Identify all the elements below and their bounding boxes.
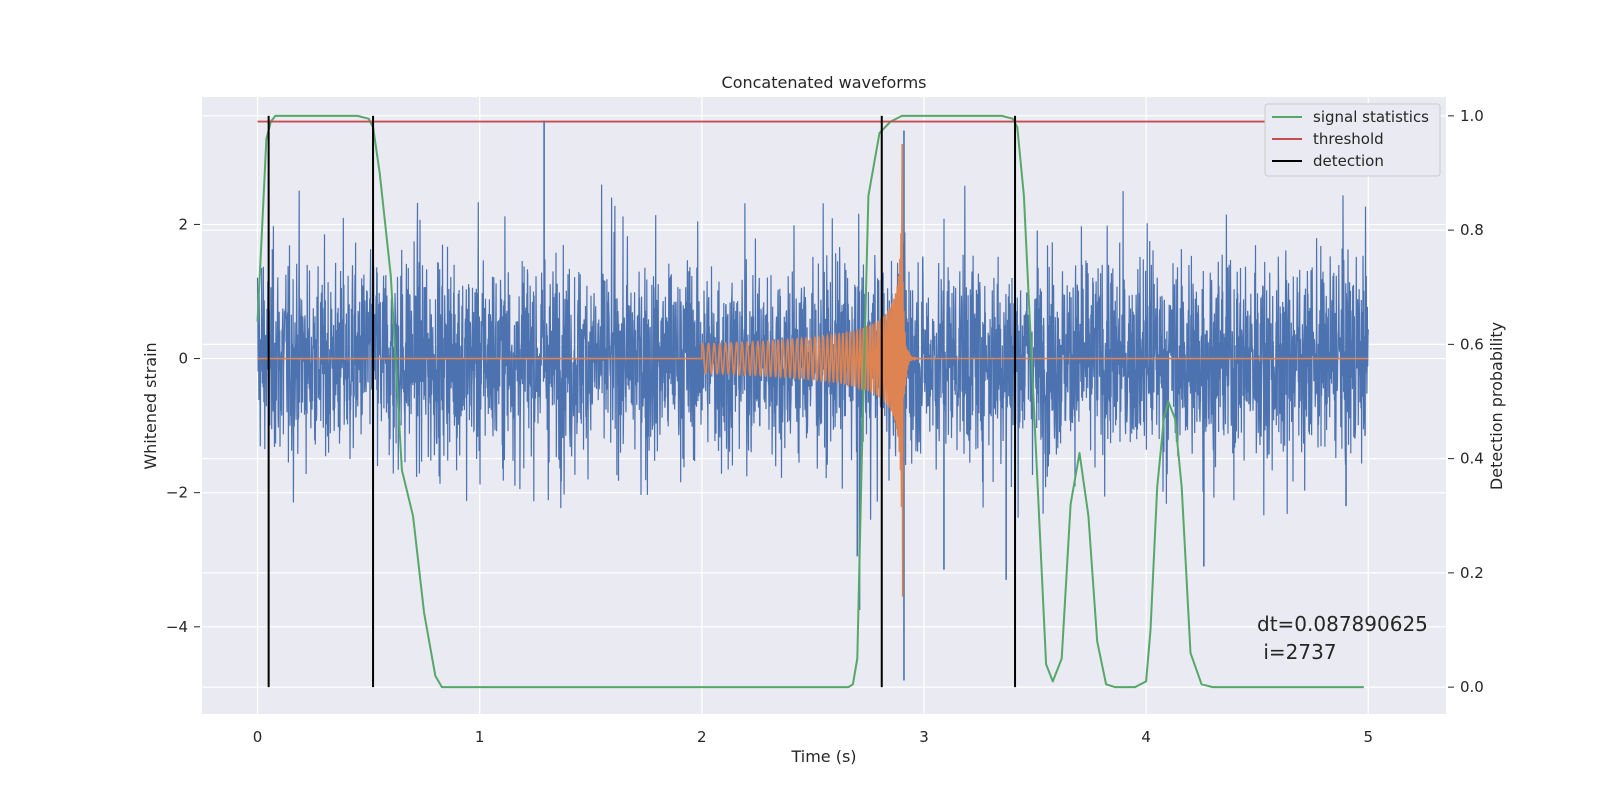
signal-statistics-series [256,114,1364,689]
detection-series [267,115,1017,688]
y-tick-label: 0 [178,350,188,368]
y2-tick-label: 0.2 [1460,564,1484,582]
y2-axis-ticks: 0.0 0.2 0.4 0.6 0.8 1.0 [1448,107,1484,696]
template-line [257,143,1369,597]
x-tick-label: 3 [919,728,929,746]
y-axis-ticks: −4 −2 0 2 [166,215,200,636]
y-tick-label: −2 [166,484,188,502]
y2-tick-label: 0.4 [1460,450,1484,468]
y2-axis-label: Detection probability [1487,322,1506,490]
strain-line [256,184,1369,520]
legend-box [1264,103,1441,177]
legend-signal-label: signal statistics [1313,108,1429,126]
y2-tick-label: 1.0 [1460,107,1484,125]
annotation-dt: dt=0.087890625 [1257,612,1428,636]
x-tick-label: 0 [253,728,263,746]
x-tick-label: 2 [697,728,707,746]
x-axis-ticks: 0 1 2 3 4 5 [253,728,1373,746]
y-tick-label: 2 [178,215,188,233]
signal-statistics-line [256,114,1364,689]
y-tick-label: −4 [166,618,188,636]
y2-tick-label: 0.6 [1460,335,1484,353]
y2-tick-label: 0.0 [1460,678,1484,696]
x-axis-label: Time (s) [790,747,856,766]
legend: signal statistics threshold detection [1264,103,1441,177]
legend-threshold-label: threshold [1313,130,1384,148]
y-axis-label: Whitened strain [141,342,160,469]
x-tick-label: 5 [1363,728,1373,746]
annotation-i: i=2737 [1257,640,1337,664]
y2-tick-label: 0.8 [1460,221,1484,239]
strain-series [256,120,1369,681]
chart-title: Concatenated waveforms [722,73,927,92]
legend-detection-label: detection [1313,152,1384,170]
x-tick-label: 4 [1141,728,1151,746]
template-series [257,143,1369,597]
x-tick-label: 1 [475,728,485,746]
